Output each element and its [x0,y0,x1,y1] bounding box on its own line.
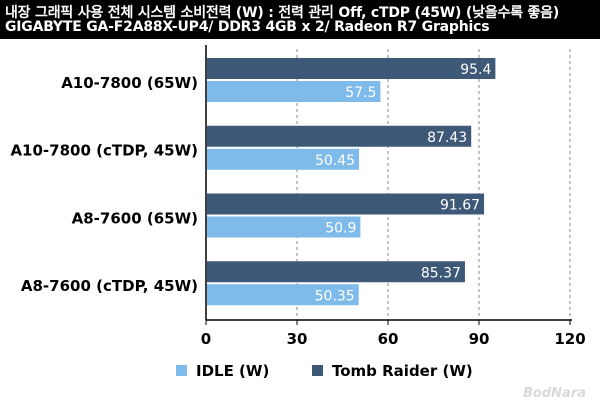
bar-tomb-raider [207,261,465,283]
bar-value-label: 87.43 [427,130,467,146]
x-tick-label: 30 [287,330,308,348]
x-tick-label: 120 [554,330,585,348]
bar-idle [207,284,359,306]
x-tick-label: 60 [378,330,399,348]
legend-label: Tomb Raider (W) [332,362,473,380]
legend-swatch [176,365,187,376]
category-label: A8-7600 (cTDP, 45W) [21,277,198,295]
bar-idle [207,148,360,170]
bar-idle [207,81,381,102]
bar-idle [207,216,361,238]
bar-value-label: 57.5 [345,85,376,101]
bar-tomb-raider [207,193,485,215]
x-tick-label: 90 [469,330,490,348]
bar-tomb-raider [207,58,496,79]
chart-header: 내장 그래픽 사용 전체 시스템 소비전력 (W) : 전력 관리 Off, c… [0,0,600,39]
bar-tomb-raider [207,125,472,147]
bar-value-label: 85.37 [421,265,461,281]
category-label: A10-7800 (cTDP, 45W) [10,142,198,160]
category-label: A10-7800 (65W) [61,74,198,92]
bar-value-label: 50.35 [315,288,355,304]
chart-title: 내장 그래픽 사용 전체 시스템 소비전력 (W) : 전력 관리 Off, c… [5,5,560,21]
legend-swatch [312,365,323,376]
legend-label: IDLE (W) [196,362,269,380]
x-tick-label: 0 [201,330,211,348]
chart-subtitle: GIGABYTE GA-F2A88X-UP4/ DDR3 4GB x 2/ Ra… [5,19,490,35]
bar-value-label: 91.67 [440,198,480,214]
chart-area: 0 30 60 90 120 A10-7800 (65W) 95.4 57.5 A10-7800… [10,45,586,380]
watermark-logo: BodNara [523,386,586,401]
category-label: A8-7600 (65W) [72,209,198,227]
bar-value-label: 50.9 [325,221,356,237]
bar-value-label: 95.4 [460,62,491,78]
bar-value-label: 50.45 [315,153,355,169]
